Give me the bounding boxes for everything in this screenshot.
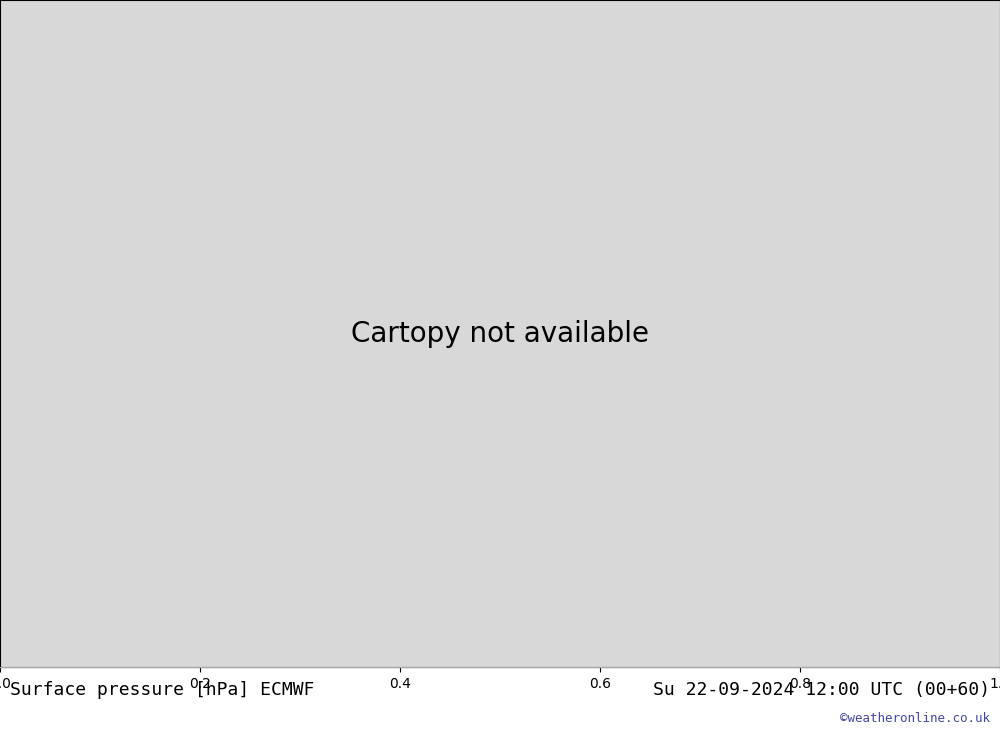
Text: Cartopy not available: Cartopy not available [351,320,649,347]
Text: ©weatheronline.co.uk: ©weatheronline.co.uk [840,712,990,725]
Text: Surface pressure [hPa] ECMWF: Surface pressure [hPa] ECMWF [10,681,314,699]
Text: Su 22-09-2024 12:00 UTC (00+60): Su 22-09-2024 12:00 UTC (00+60) [653,681,990,699]
